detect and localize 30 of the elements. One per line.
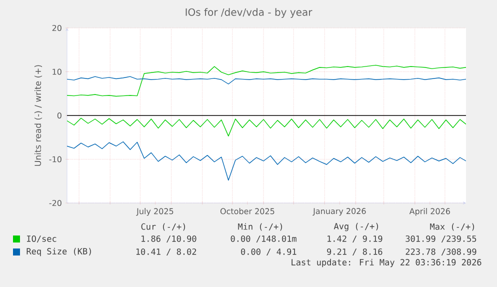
text: Last update: Fri May 22 03:36:19 2026 (292, 258, 482, 268)
text: 0.00 /148.01m (230, 235, 296, 243)
x-tick-label: July 2025 (136, 208, 174, 216)
chart-title: IOs for /dev/vda - by year (186, 8, 312, 18)
text: 1.42 / 9.19 (328, 235, 382, 243)
y-axis-title: Units read (-) / write (+) (34, 65, 42, 166)
line-series (67, 141, 466, 181)
text: 9.21 / 8.16 (327, 248, 382, 256)
legend-label: IO/sec (27, 235, 56, 243)
y-tick-label: 0 (57, 112, 62, 119)
text: Min (-/+) (238, 223, 282, 231)
text: 223.78 /308.99 (406, 248, 476, 256)
text: Cur (-/+) (141, 223, 186, 231)
line-series (67, 76, 466, 84)
text: 10.41 / 8.02 (136, 248, 196, 256)
x-tick-label: October 2025 (220, 208, 274, 214)
text: 0.00 / 4.91 (241, 248, 296, 256)
y-tick-label: 10 (52, 68, 62, 75)
line-series (67, 118, 466, 136)
text: Avg (-/+) (334, 222, 378, 232)
y-tick-label: -10 (49, 156, 62, 162)
legend-label: Req Size (KB) (26, 248, 91, 256)
y-tick-label: 20 (52, 24, 62, 32)
text: 1.86 /10.90 (142, 235, 196, 243)
line-series (67, 64, 466, 97)
y-tick-label: -20 (49, 200, 62, 206)
text: Max (-/+) (430, 223, 474, 231)
x-tick-label: January 2026 (312, 208, 366, 216)
text: 301.99 /239.55 (406, 235, 476, 243)
x-tick-label: April 2026 (409, 208, 450, 216)
